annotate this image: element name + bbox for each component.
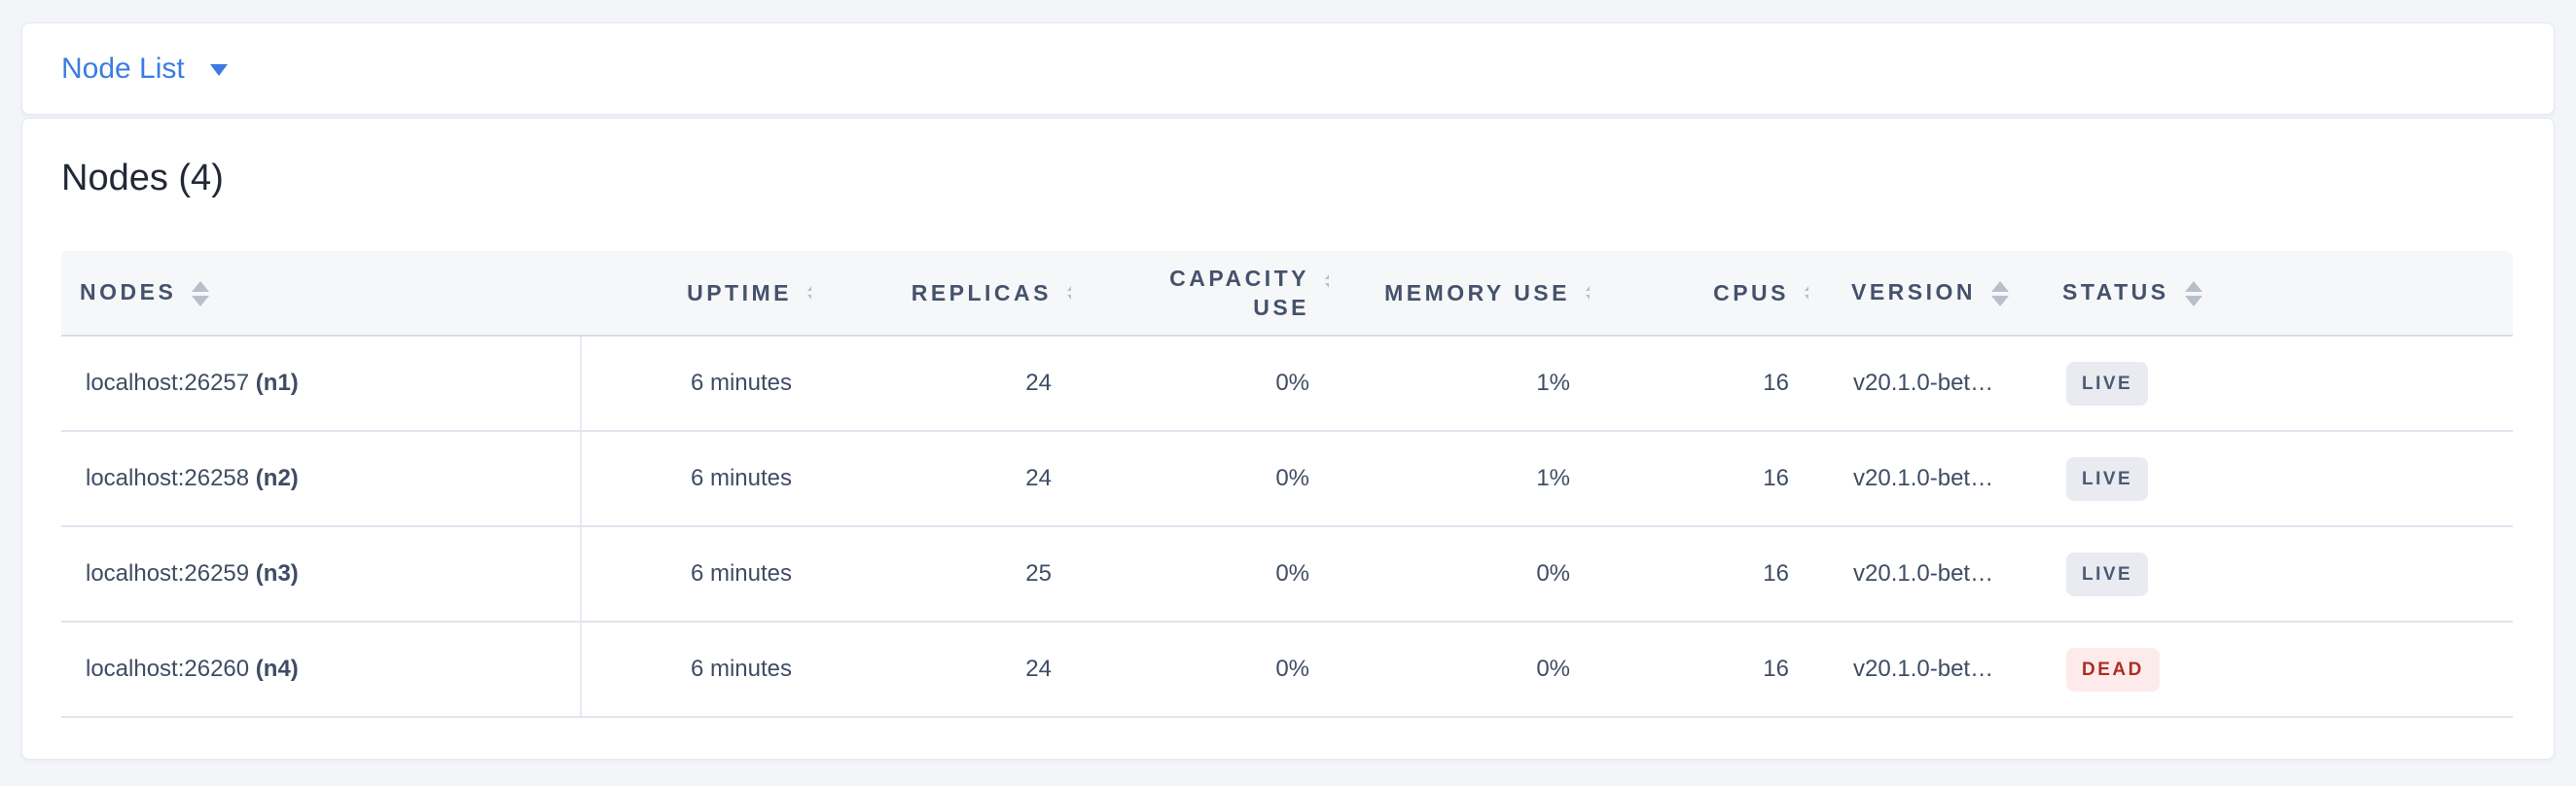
nodes-table: NODES UPTIME REPLICAS CAPACITY USE MEMORY US… (61, 251, 2513, 718)
table-header: NODES UPTIME REPLICAS CAPACITY USE MEMORY US… (61, 251, 2513, 337)
cell-cpus: 16 (1590, 526, 1808, 623)
table-body: localhost:26257 (n1) 6 minutes 24 0% 1% 16 v20… (61, 336, 2513, 718)
table-row: localhost:26260 (n4) 6 minutes 24 0% 0% 16 v20… (61, 622, 2513, 718)
node-address: localhost:26258 (86, 465, 256, 491)
column-label: MEMORY USE (1384, 279, 1570, 305)
column-label: NODES (80, 279, 177, 305)
node-id: (n1) (255, 370, 299, 396)
node-list-dropdown[interactable]: Node List (61, 54, 228, 84)
sort-down-icon (2184, 295, 2202, 306)
page-title: Nodes (4) (61, 158, 224, 198)
cell-status: DEAD (2043, 622, 2513, 718)
cell-uptime: 6 minutes (581, 622, 811, 718)
node-id: (n2) (255, 465, 299, 491)
cell-status: LIVE (2043, 336, 2513, 432)
column-header-status[interactable]: STATUS (2043, 251, 2513, 337)
column-label: STATUS (2062, 279, 2169, 305)
cell-version: v20.1.0-bet… (1808, 526, 2043, 623)
column-header-uptime[interactable]: UPTIME (581, 251, 825, 337)
node-address: localhost:26259 (86, 560, 256, 587)
table-row: localhost:26258 (n2) 6 minutes 24 0% 1% 16 v20… (61, 431, 2513, 527)
column-header-memory_use[interactable]: MEMORY USE (1329, 251, 1603, 337)
column-label: CAPACITY USE (1169, 266, 1309, 320)
sort-up-icon (2184, 280, 2202, 292)
column-header-capacity_use[interactable]: CAPACITY USE (1071, 251, 1342, 337)
sort-up-icon (192, 280, 210, 292)
caret-down-icon (209, 64, 228, 76)
cell-cpus: 16 (1590, 622, 1808, 718)
sort-arrows-icon (192, 280, 210, 306)
column-label: VERSION (1851, 279, 1977, 305)
cell-replicas: 24 (811, 622, 1071, 718)
cell-nodes: localhost:26257 (n1) (61, 336, 582, 432)
cell-capacity_use: 0% (1071, 622, 1329, 718)
cell-capacity_use: 0% (1071, 526, 1329, 623)
sort-down-icon (192, 295, 210, 306)
cell-memory_use: 1% (1329, 336, 1590, 432)
node-address: localhost:26260 (86, 656, 256, 682)
cell-status: LIVE (2043, 526, 2513, 623)
page-selector-bar: Node List (21, 22, 2555, 115)
status-badge: LIVE (2066, 552, 2149, 596)
cell-uptime: 6 minutes (581, 431, 811, 527)
cell-nodes: localhost:26258 (n2) (61, 431, 582, 527)
sort-up-icon (1991, 280, 2010, 292)
cell-replicas: 24 (811, 431, 1071, 527)
cell-nodes: localhost:26259 (n3) (61, 526, 582, 623)
table-header-row: NODES UPTIME REPLICAS CAPACITY USE MEMORY US… (61, 251, 2513, 337)
sort-arrows-icon (1991, 280, 2010, 306)
table-row: localhost:26257 (n1) 6 minutes 24 0% 1% 16 v20… (61, 336, 2513, 432)
cell-cpus: 16 (1590, 431, 1808, 527)
cell-nodes: localhost:26260 (n4) (61, 622, 582, 718)
cell-memory_use: 1% (1329, 431, 1590, 527)
cell-status: LIVE (2043, 431, 2513, 527)
status-badge: LIVE (2066, 361, 2149, 406)
table-row: localhost:26259 (n3) 6 minutes 25 0% 0% 16 v20… (61, 526, 2513, 623)
cell-capacity_use: 0% (1071, 431, 1329, 527)
column-label: CPUS (1713, 279, 1789, 305)
cell-cpus: 16 (1590, 336, 1808, 432)
cell-version: v20.1.0-bet… (1808, 336, 2043, 432)
column-header-nodes[interactable]: NODES (61, 251, 581, 337)
cell-uptime: 6 minutes (581, 526, 811, 623)
cell-version: v20.1.0-bet… (1808, 431, 2043, 527)
cell-replicas: 25 (811, 526, 1071, 623)
status-badge: DEAD (2066, 647, 2160, 692)
cell-version: v20.1.0-bet… (1808, 622, 2043, 718)
node-id: (n4) (255, 656, 299, 682)
cell-replicas: 24 (811, 336, 1071, 432)
cell-capacity_use: 0% (1071, 336, 1329, 432)
column-label: UPTIME (687, 279, 792, 305)
column-label: REPLICAS (911, 279, 1052, 305)
node-list-dropdown-label: Node List (61, 52, 185, 85)
cell-memory_use: 0% (1329, 622, 1590, 718)
cell-uptime: 6 minutes (581, 336, 811, 432)
column-header-replicas[interactable]: REPLICAS (811, 251, 1085, 337)
sort-arrows-icon (2184, 280, 2202, 306)
column-header-cpus[interactable]: CPUS (1590, 251, 1822, 337)
nodes-panel: Nodes (4) NODES UPTIME REPLICAS CAPACITY US… (21, 118, 2555, 760)
cell-memory_use: 0% (1329, 526, 1590, 623)
node-address: localhost:26257 (86, 370, 256, 396)
node-id: (n3) (255, 560, 299, 587)
sort-down-icon (1991, 295, 2010, 306)
status-badge: LIVE (2066, 456, 2149, 501)
column-header-version[interactable]: VERSION (1808, 251, 2043, 337)
